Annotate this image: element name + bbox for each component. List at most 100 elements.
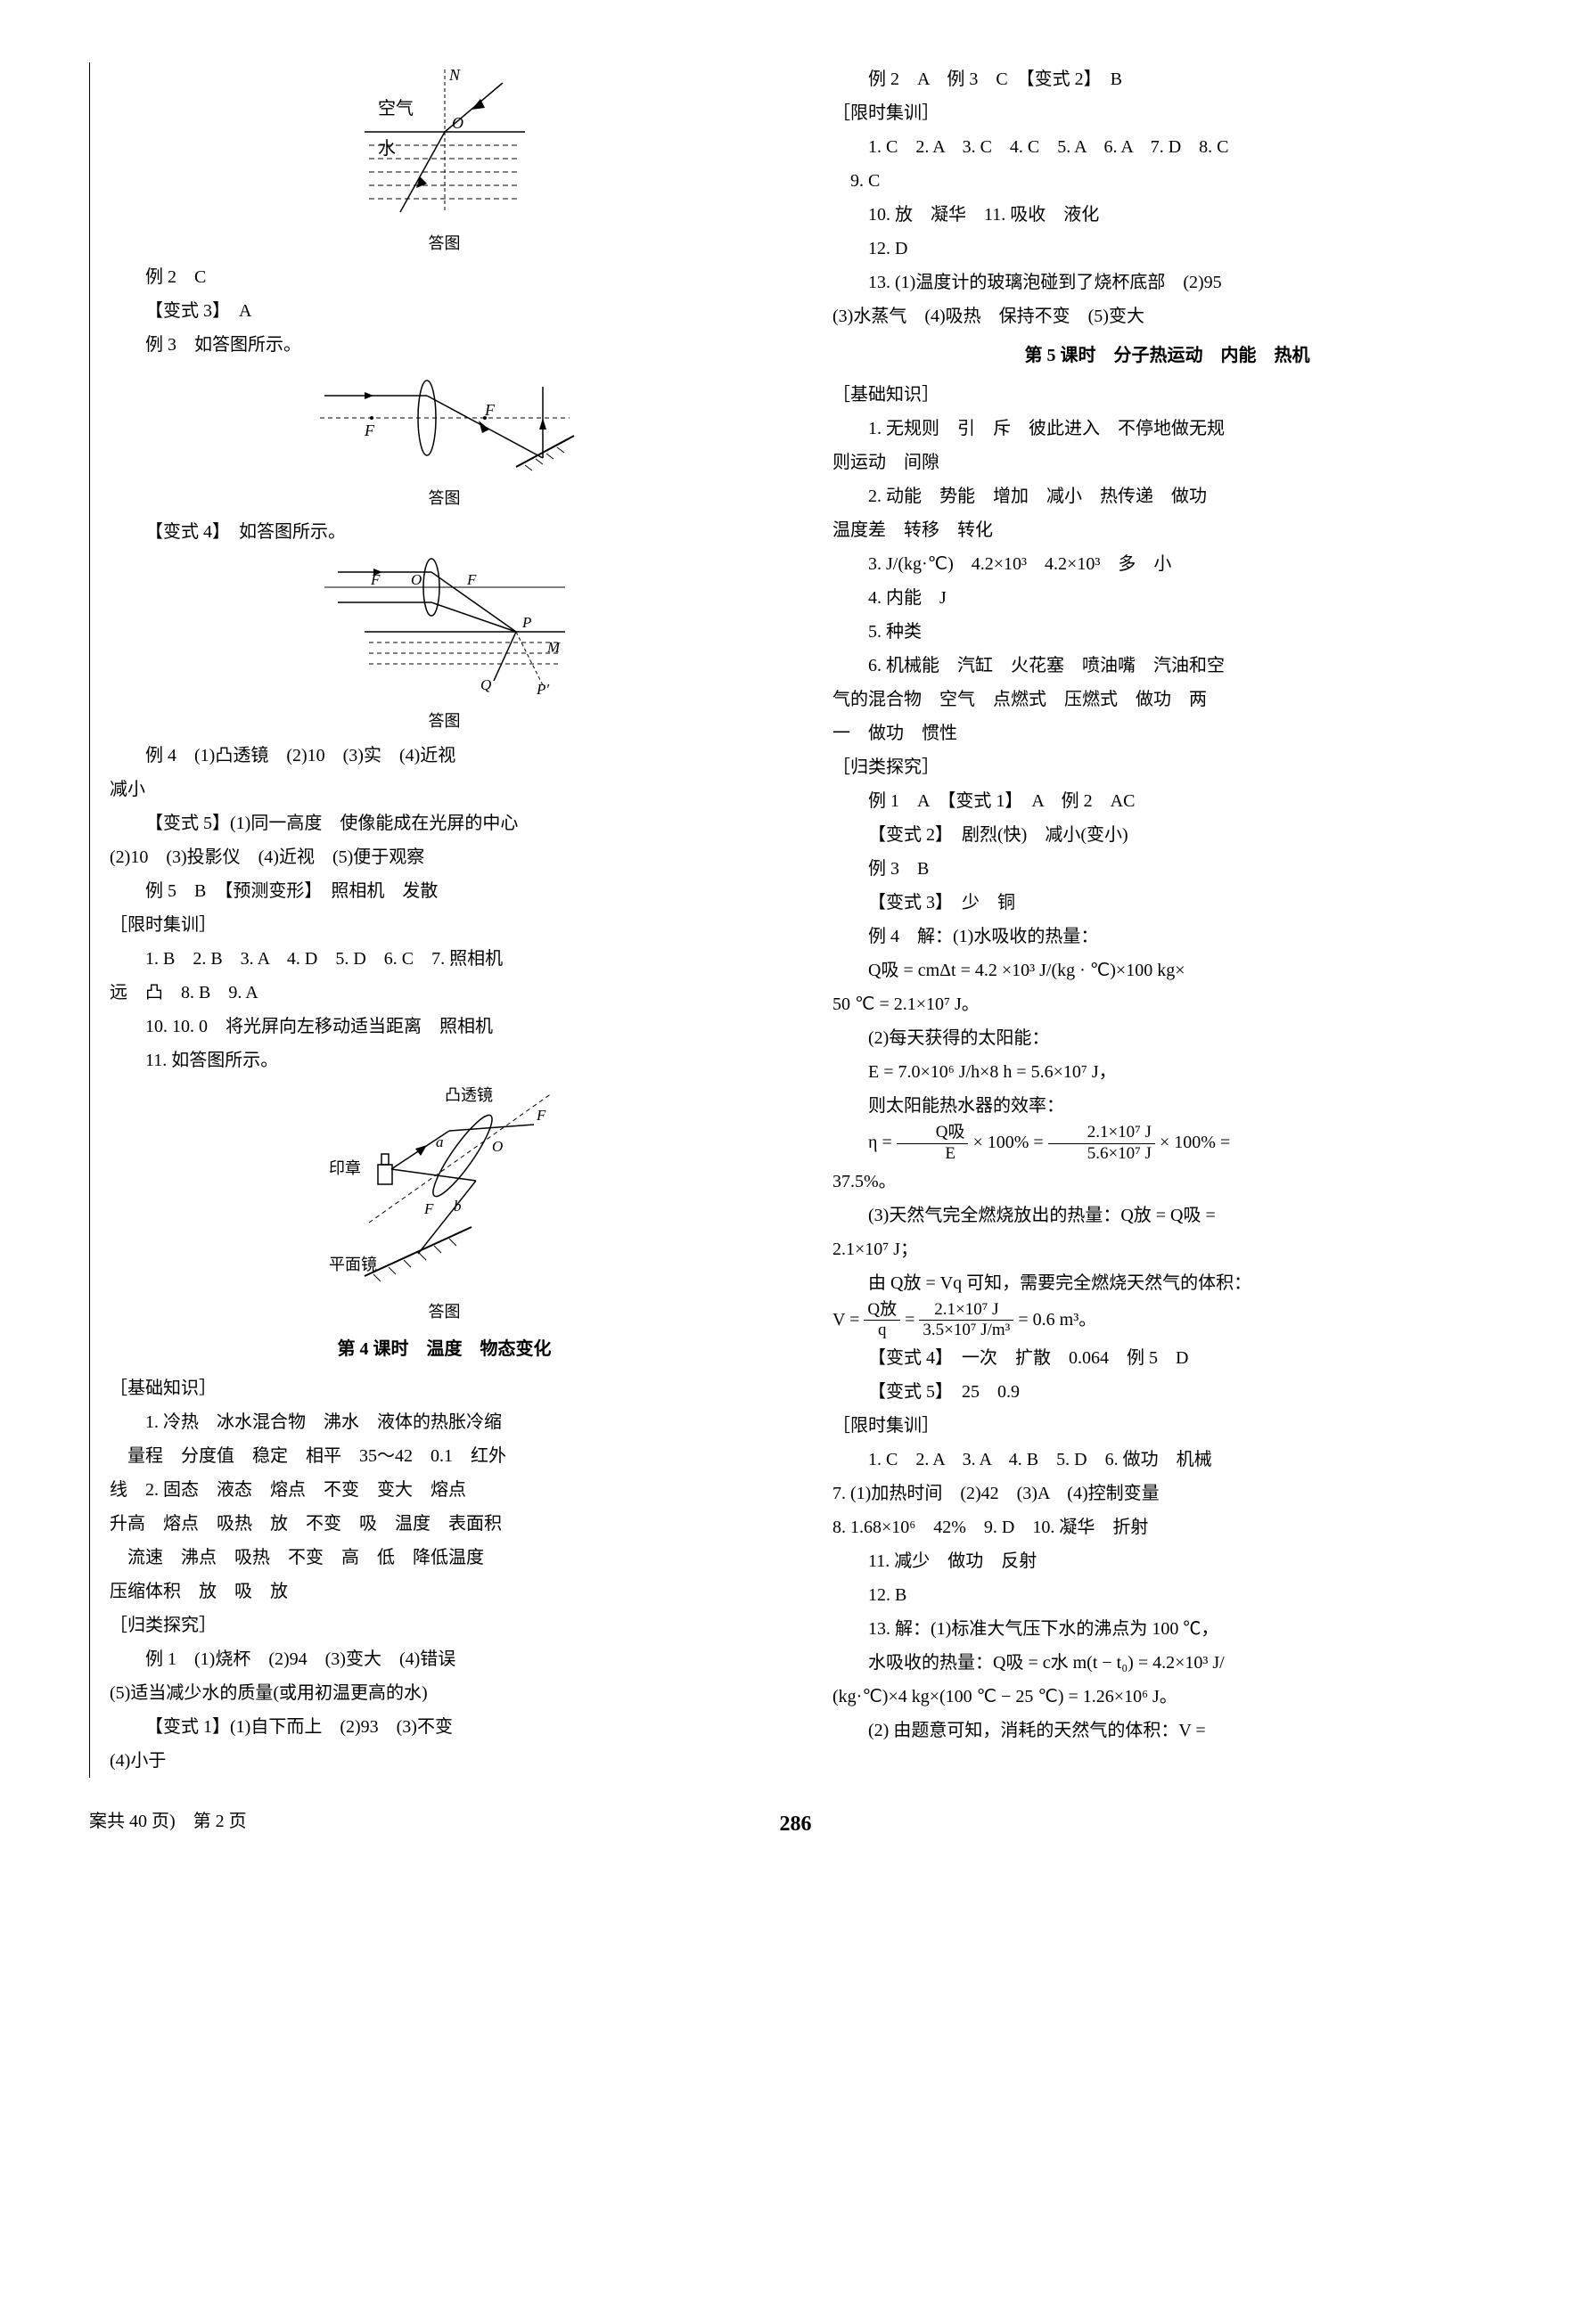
footer-left: 案共 40 页) 第 2 页 [89, 1804, 560, 1845]
eta-frac2: 2.1×10⁷ J 5.6×10⁷ J [1048, 1123, 1155, 1165]
basic-5: 流速 沸点 吸热 不变 高 低 降低温度 [110, 1541, 779, 1575]
r-c5: 例 4 解：(1)水吸收的热量： [832, 920, 1502, 953]
r-d2: 7. (1)加热时间 (2)42 (3)A (4)控制变量 [832, 1477, 1502, 1510]
line-ex5: 例 5 B 【预测变形】 照相机 发散 [110, 874, 779, 908]
v-num1: Q放 [864, 1300, 900, 1322]
label-seal: 印章 [329, 1159, 361, 1177]
right-column: 例 2 A 例 3 C 【变式 2】 B ［限时集训］ 1. C 2. A 3.… [832, 62, 1502, 1778]
r-c5b: 50 ℃ = 2.1×10⁷ J。 [832, 987, 1502, 1021]
label-F1: F [370, 571, 381, 588]
line-ex3: 例 3 如答图所示。 [110, 328, 779, 362]
label-plane-mirror: 平面镜 [329, 1256, 377, 1273]
label-air: 空气 [378, 98, 414, 119]
label-O: O [452, 114, 463, 132]
page-two-column: N O 空气 水 答图 例 2 C 【变式 3】 A 例 3 如答图所示。 [89, 62, 1502, 1778]
basic-6: 压缩体积 放 吸 放 [110, 1575, 779, 1608]
r-sec-limit: ［限时集训］ [832, 96, 1502, 130]
v-den2: 3.5×10⁷ J/m³ [919, 1321, 1013, 1341]
section-limit: ［限时集训］ [110, 908, 779, 942]
label-M: M [546, 639, 561, 656]
r-b5: 5. 种类 [832, 615, 1502, 649]
seal-lens-mirror-diagram-icon: a b O F F 凸透镜 印章 平面镜 [316, 1084, 574, 1289]
r-c4: 【变式 3】 少 铜 [832, 886, 1502, 920]
r-c10: 【变式 5】 25 0.9 [832, 1375, 1502, 1409]
r-d9: (2) 由题意可知，消耗的天然气的体积：V = [832, 1714, 1502, 1747]
v-num2: 2.1×10⁷ J [919, 1300, 1013, 1322]
r-b6: 6. 机械能 汽缸 火花塞 喷油嘴 汽油和空 [832, 649, 1502, 683]
label-water: 水 [378, 138, 396, 159]
line-lim11: 11. 如答图所示。 [110, 1043, 779, 1077]
label-F1: F [536, 1107, 546, 1124]
r-c7: (3)天然气完全燃烧放出的热量：Q放 = Q吸 = [832, 1199, 1502, 1232]
r-b2b: 温度差 转移 转化 [832, 513, 1502, 547]
r-c6a: E = 7.0×10⁶ J/h×8 h = 5.6×10⁷ J， [832, 1055, 1502, 1089]
r-c6b: 则太阳能热水器的效率： [832, 1089, 1502, 1123]
title-lesson5: 第 5 课时 分子热运动 内能 热机 [832, 339, 1502, 372]
basic-3: 线 2. 固态 液态 熔点 不变 变大 熔点 [110, 1473, 779, 1507]
convex-lens-diagram-icon: F F [311, 369, 578, 476]
r-d3: 8. 1.68×10⁶ 42% 9. D 10. 凝华 折射 [832, 1510, 1502, 1544]
r-d4: 11. 减少 做功 反射 [832, 1544, 1502, 1578]
line-var4: 【变式 4】 如答图所示。 [110, 515, 779, 549]
r-b4: 4. 内能 J [832, 581, 1502, 615]
r-b1: 1. 无规则 引 斥 彼此进入 不停地做无规 [832, 412, 1502, 446]
eta-post: × 100% = [1160, 1133, 1230, 1152]
r-d6: 13. 解：(1)标准大气压下水的沸点为 100 ℃， [832, 1612, 1502, 1646]
eta-pre: η = [868, 1133, 897, 1152]
label-F2: F [423, 1200, 434, 1217]
r-line4: 12. D [832, 232, 1502, 266]
r-c5a: Q吸 = cmΔt = 4.2 ×10³ J/(kg · ℃)×100 kg× [832, 953, 1502, 987]
title-lesson4: 第 4 课时 温度 物态变化 [110, 1332, 779, 1366]
line-lim10: 10. 10. 0 将光屏向左移动适当距离 照相机 [110, 1010, 779, 1043]
line-var3: 【变式 3】 A [110, 294, 779, 328]
line-lim1b: 远 凸 8. B 9. A [110, 976, 779, 1010]
r-line5: 13. (1)温度计的玻璃泡碰到了烧杯底部 (2)95 [832, 266, 1502, 299]
r-c9: 【变式 4】 一次 扩散 0.064 例 5 D [832, 1341, 1502, 1375]
label-Q: Q [480, 676, 491, 693]
r-c7b: 2.1×10⁷ J； [832, 1232, 1502, 1266]
r-d5: 12. B [832, 1578, 1502, 1612]
r-eta-line: η = Q吸 E × 100% = 2.1×10⁷ J 5.6×10⁷ J × … [832, 1123, 1502, 1165]
r-d1: 1. C 2. A 3. A 4. B 5. D 6. 做功 机械 [832, 1443, 1502, 1477]
v-mid: = [905, 1309, 919, 1329]
r-b3: 3. J/(kg·℃) 4.2×10³ 4.2×10³ 多 小 [832, 547, 1502, 581]
eta-mid: × 100% = [972, 1133, 1047, 1152]
r-line2: 1. C 2. A 3. C 4. C 5. A 6. A 7. D 8. C [832, 130, 1502, 164]
label-F2: F [466, 571, 477, 588]
basic-2: 量程 分度值 稳定 相平 35～42 0.1 红外 [110, 1439, 779, 1473]
r-sec-class: ［归类探究］ [832, 750, 1502, 784]
eta-num2: 2.1×10⁷ J [1048, 1123, 1155, 1144]
basic-4: 升高 熔点 吸热 放 不变 吸 温度 表面积 [110, 1507, 779, 1541]
refraction-diagram-icon: N O 空气 水 [347, 70, 543, 221]
label-a: a [436, 1133, 444, 1150]
v-frac1: Q放 q [864, 1300, 900, 1342]
r-sec-limit2: ［限时集训］ [832, 1409, 1502, 1443]
basic-1: 1. 冷热 冰水混合物 沸水 液体的热胀冷缩 [110, 1405, 779, 1439]
label-N: N [448, 70, 461, 84]
lens-water-diagram-icon: F O F P M Q P′ [316, 556, 574, 699]
figure-2-caption: 答图 [110, 483, 779, 513]
r-b1b: 则运动 间隙 [832, 446, 1502, 479]
r-line1: 例 2 A 例 3 C 【变式 2】 B [832, 62, 1502, 96]
label-F1: F [364, 421, 375, 439]
r-c3: 例 3 B [832, 852, 1502, 886]
label-P: P [521, 614, 531, 631]
figure-3-caption: 答图 [110, 706, 779, 736]
r-c1: 例 1 A 【变式 1】 A 例 2 AC [832, 784, 1502, 818]
left-column: N O 空气 水 答图 例 2 C 【变式 3】 A 例 3 如答图所示。 [89, 62, 779, 1778]
figure-1-caption: 答图 [110, 228, 779, 258]
r-b6c: 一 做功 惯性 [832, 716, 1502, 750]
label-O: O [411, 571, 422, 588]
footer-right [1031, 1804, 1502, 1845]
v-pre: V = [832, 1309, 864, 1329]
figure-4-wrap: a b O F F 凸透镜 印章 平面镜 答图 [110, 1084, 779, 1327]
label-convex-lens: 凸透镜 [445, 1086, 493, 1104]
line-var5: 【变式 5】(1)同一高度 使像能成在光屏的中心 [110, 806, 779, 840]
r-c6: (2)每天获得的太阳能： [832, 1021, 1502, 1055]
figure-2-wrap: F F 答图 [110, 369, 779, 513]
r-c8: 由 Q放 = Vq 可知，需要完全燃烧天然气的体积： [832, 1266, 1502, 1300]
r-d8: (kg·℃)×4 kg×(100 ℃ − 25 ℃) = 1.26×10⁶ J。 [832, 1680, 1502, 1714]
r-c2: 【变式 2】 剧烈(快) 减小(变小) [832, 818, 1502, 852]
line-lim1: 1. B 2. B 3. A 4. D 5. D 6. C 7. 照相机 [110, 942, 779, 976]
line-ex2: 例 2 C [110, 260, 779, 294]
